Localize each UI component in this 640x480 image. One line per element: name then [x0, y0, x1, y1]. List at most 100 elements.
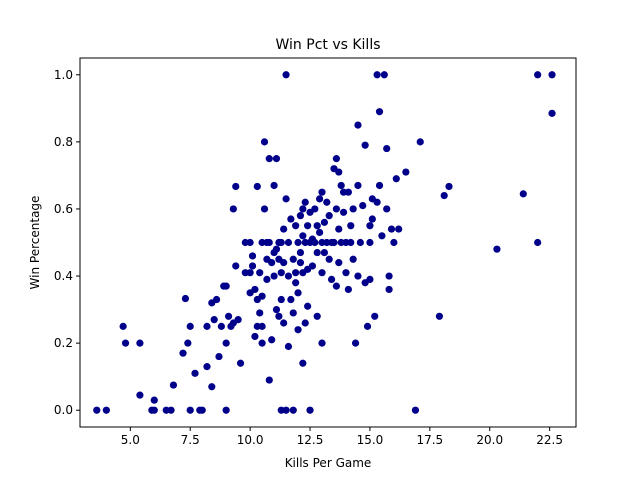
y-axis-label: Win Percentage: [28, 196, 42, 290]
data-point: [385, 272, 393, 280]
data-point: [121, 339, 130, 347]
data-point: [385, 285, 393, 294]
y-axis-ticks: 0.0 0.2 0.4 0.6 0.8 1.0: [54, 68, 80, 417]
data-point: [440, 191, 448, 200]
data-point: [332, 282, 340, 290]
data-point: [102, 406, 110, 414]
y-tick-label: 0.2: [54, 336, 73, 350]
data-point: [325, 255, 333, 263]
data-point: [383, 144, 391, 153]
data-point: [347, 238, 355, 247]
data-point: [318, 339, 326, 347]
data-point: [313, 248, 321, 257]
data-point: [327, 275, 336, 283]
data-point: [280, 225, 288, 233]
data-point: [265, 155, 273, 163]
data-point: [387, 225, 396, 233]
data-point: [198, 406, 206, 414]
x-tick-label: 15.0: [357, 433, 384, 447]
data-point: [119, 322, 127, 330]
data-point: [335, 225, 343, 233]
data-point: [335, 259, 343, 267]
data-point: [296, 259, 305, 267]
data-point: [284, 272, 293, 280]
data-point: [292, 222, 300, 230]
data-point: [191, 369, 199, 377]
data-point: [292, 269, 300, 277]
data-point: [304, 302, 312, 310]
data-point: [311, 205, 319, 213]
data-point: [332, 205, 340, 213]
data-point: [263, 275, 271, 283]
x-tick-label: 10.0: [237, 433, 264, 447]
data-point: [222, 282, 230, 290]
data-point: [282, 406, 290, 414]
data-point: [289, 255, 297, 263]
x-axis-label: Kills Per Game: [285, 456, 372, 470]
data-point: [253, 182, 261, 191]
data-point: [268, 259, 276, 267]
data-point: [411, 406, 420, 414]
data-point: [299, 359, 307, 367]
data-point: [363, 322, 372, 330]
data-point: [210, 316, 218, 324]
data-point: [390, 238, 398, 247]
data-point: [275, 312, 283, 320]
data-point: [359, 202, 367, 210]
data-point: [320, 218, 329, 226]
x-tick-label: 12.5: [297, 433, 324, 447]
data-point: [354, 272, 362, 280]
data-point: [339, 208, 348, 216]
data-point: [308, 262, 317, 270]
data-point: [248, 262, 257, 270]
data-point: [344, 285, 352, 294]
x-tick-label: 22.5: [536, 433, 563, 447]
data-point: [246, 269, 254, 277]
data-point: [234, 316, 242, 324]
data-point: [375, 108, 384, 116]
data-point: [366, 275, 374, 283]
data-point: [203, 322, 211, 330]
data-point: [284, 238, 293, 247]
data-point: [282, 71, 290, 79]
data-point: [203, 363, 211, 371]
data-point: [366, 222, 374, 230]
data-point: [272, 305, 281, 314]
y-tick-label: 0.6: [54, 202, 73, 216]
data-point: [284, 342, 293, 351]
data-point: [534, 71, 542, 79]
data-point: [232, 262, 240, 270]
data-point: [217, 322, 225, 330]
data-point: [342, 269, 350, 277]
data-point: [320, 248, 329, 257]
data-point: [318, 188, 326, 196]
data-point: [287, 215, 295, 223]
data-point: [222, 406, 230, 414]
data-point: [260, 205, 269, 213]
y-tick-label: 0.4: [54, 269, 73, 283]
data-point: [325, 212, 333, 220]
data-point: [265, 238, 273, 247]
data-point: [208, 383, 216, 391]
data-point: [292, 279, 300, 287]
data-point: [306, 406, 314, 414]
data-point: [296, 248, 305, 257]
data-point: [169, 381, 178, 389]
data-point: [167, 406, 175, 414]
data-point: [395, 225, 403, 233]
data-point: [184, 339, 192, 347]
data-point: [347, 222, 355, 230]
data-point: [445, 182, 453, 191]
data-point: [136, 339, 144, 347]
data-point: [256, 309, 264, 317]
plot-frame: [79, 57, 577, 428]
data-point: [258, 339, 266, 347]
data-point: [435, 312, 444, 320]
data-point: [222, 339, 230, 347]
data-point: [371, 312, 379, 320]
data-point: [373, 198, 381, 206]
data-point: [375, 181, 384, 190]
data-point: [270, 272, 278, 280]
data-point: [373, 71, 381, 79]
data-point: [416, 138, 424, 146]
